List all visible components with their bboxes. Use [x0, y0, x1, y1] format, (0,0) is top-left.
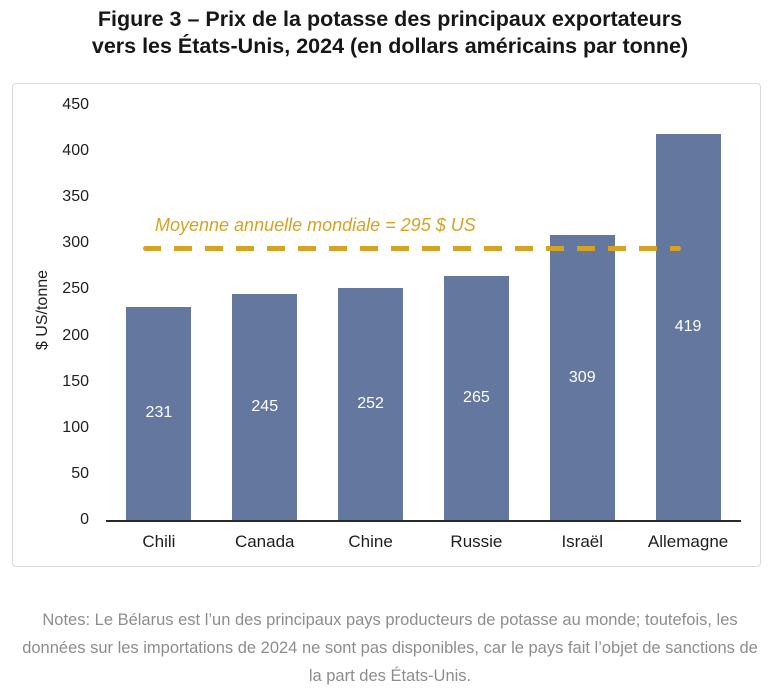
reference-line-label: Moyenne annuelle mondiale = 295 $ US	[155, 215, 476, 235]
x-category-label: Israël	[561, 532, 604, 551]
y-tick-label: 0	[80, 511, 89, 528]
chart-panel: $ US/tonne Moyenne annuelle mondiale = 2…	[12, 83, 761, 567]
bar-value-label: 252	[357, 394, 384, 412]
x-category-label: Chine	[348, 532, 393, 551]
bar-chine: 252	[338, 287, 404, 520]
y-tick-label: 50	[71, 464, 89, 482]
reference-line	[143, 245, 681, 251]
bar-value-label: 419	[674, 317, 702, 335]
bar-canada: 245	[232, 294, 298, 520]
bar-allemagne: 419	[655, 133, 721, 520]
y-tick-label: 300	[62, 234, 89, 252]
bar-value-label: 309	[568, 368, 596, 386]
figure-title: Figure 3 – Prix de la potasse des princi…	[0, 6, 780, 60]
x-axis-line	[106, 520, 741, 522]
y-tick-label: 250	[62, 280, 89, 298]
figure-title-line1: Figure 3 – Prix de la potasse des princi…	[97, 7, 683, 31]
x-category-label: Russie	[450, 532, 503, 551]
bar-chili: 231	[126, 306, 192, 520]
bar-value-label: 231	[145, 404, 173, 422]
y-tick-label: 100	[62, 418, 89, 436]
bar-value-label: 245	[251, 398, 279, 416]
figure-title-line2: vers les États-Unis, 2024 (en dollars am…	[91, 34, 689, 58]
x-category-label: Allemagne	[647, 532, 729, 551]
page: { "title": { "line1": "Figure 3 – Prix d…	[0, 6, 780, 685]
y-tick-label: 450	[62, 96, 89, 113]
bar-israël: 309	[549, 235, 615, 520]
x-category-label: Chili	[142, 532, 176, 551]
figure-notes: Notes: Le Bélarus est l’un des principau…	[22, 610, 758, 685]
y-tick-label: 350	[62, 188, 89, 206]
y-tick-label: 150	[62, 372, 89, 390]
bar-russie: 265	[443, 275, 509, 520]
y-tick-label: 200	[62, 326, 89, 344]
bar-value-label: 265	[463, 388, 490, 406]
y-tick-label: 400	[62, 142, 89, 160]
x-category-label: Canada	[234, 532, 295, 551]
